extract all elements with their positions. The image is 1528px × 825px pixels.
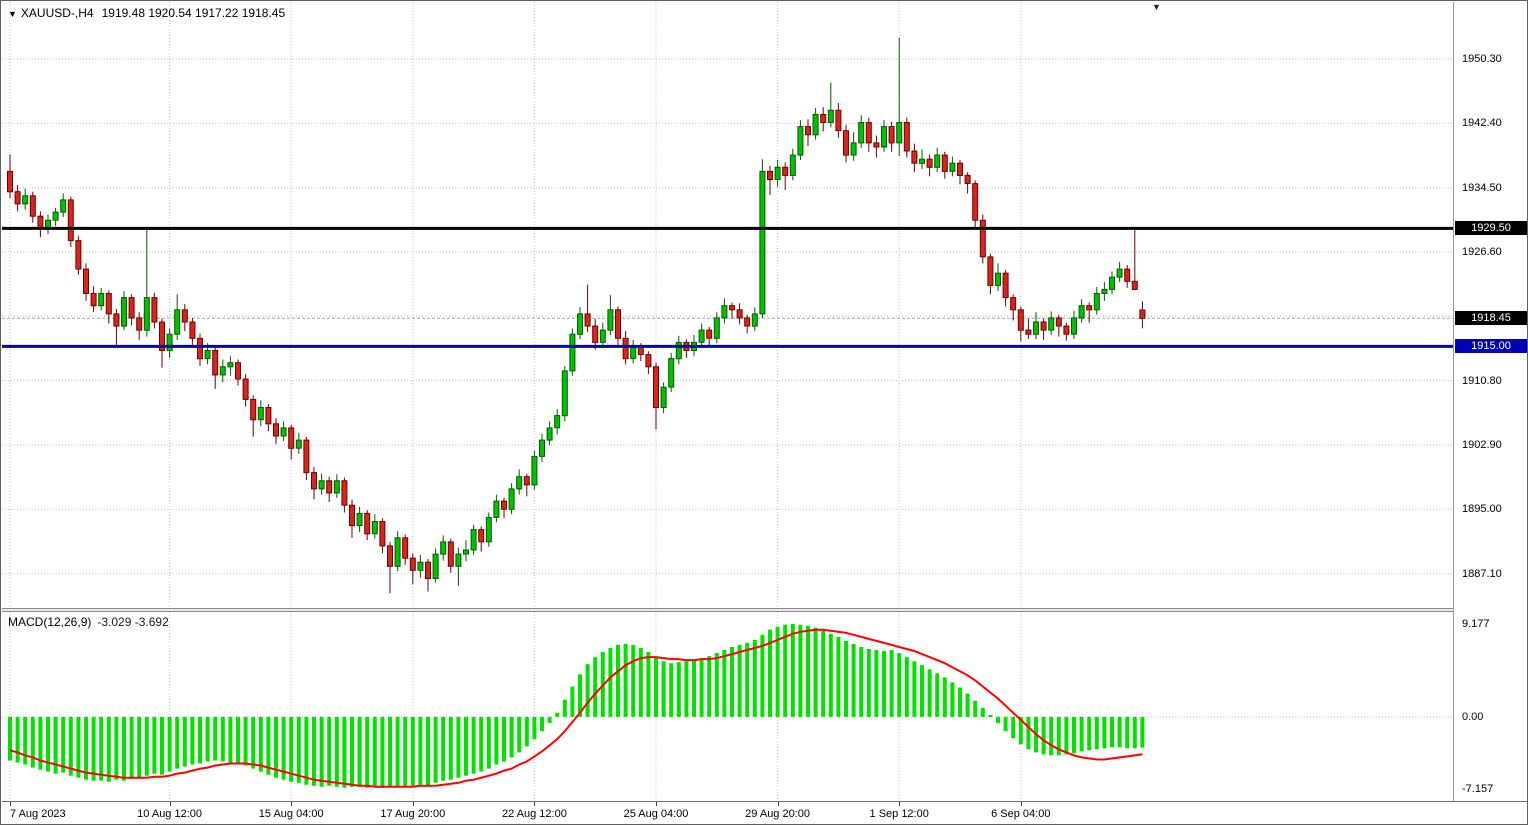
time-axis-label: 15 Aug 04:00: [258, 808, 324, 820]
macd-grid-lines: [2, 612, 1453, 801]
symbol-dropdown-icon[interactable]: ▼: [8, 9, 17, 19]
ohlc-values: 1919.48 1920.54 1917.22 1918.45: [101, 6, 286, 20]
price-axis-label: 1895.00: [1462, 503, 1502, 516]
macd-histogram: [8, 623, 1145, 788]
time-tick: [169, 802, 171, 806]
level-price-badge: 1915.00: [1455, 339, 1527, 354]
macd-axis-label: 0.00: [1462, 710, 1484, 723]
macd-values: -3.029 -3.692: [97, 615, 169, 629]
chart-shift-marker-icon[interactable]: ▼: [1152, 2, 1161, 12]
macd-axis-label: -7.157: [1462, 783, 1494, 796]
time-axis-label: 7 Aug 2023: [10, 808, 66, 820]
level-price-badge: 1929.50: [1455, 221, 1527, 236]
time-axis-label: 1 Sep 12:00: [869, 808, 929, 820]
candlestick-chart[interactable]: [2, 2, 1453, 607]
price-axis-label: 1910.80: [1462, 374, 1502, 387]
macd-indicator-panel[interactable]: MACD(12,26,9) -3.029 -3.692: [2, 612, 1453, 801]
time-axis-label: 17 Aug 20:00: [380, 808, 446, 820]
time-tick: [777, 802, 779, 806]
time-tick: [534, 802, 536, 806]
price-axis-label: 1902.90: [1462, 438, 1502, 451]
price-axis-label: 1950.30: [1462, 52, 1502, 65]
time-axis-label: 10 Aug 12:00: [137, 808, 203, 820]
time-tick: [656, 802, 657, 806]
macd-name: MACD(12,26,9): [8, 615, 92, 629]
macd-chart[interactable]: [2, 612, 1453, 801]
time-tick: [10, 802, 11, 806]
time-tick: [899, 802, 901, 806]
time-axis[interactable]: 7 Aug 2023 10 Aug 12:00 15 Aug 04:00 17 Aug…: [2, 801, 1527, 824]
panel-splitter[interactable]: [2, 608, 1453, 612]
symbol-ohlc-line: ▼ XAUUSD-,H4 1919.48 1920.54 1917.22 1918.…: [8, 6, 285, 20]
macd-signal-line: [9, 628, 1143, 788]
price-chart-panel[interactable]: ▼ XAUUSD-,H4 1919.48 1920.54 1917.22 1918.…: [2, 2, 1453, 608]
time-axis-label: 6 Sep 04:00: [991, 808, 1051, 820]
price-axis-label: 1934.50: [1462, 181, 1502, 194]
current-price-badge: 1918.45: [1455, 311, 1527, 326]
price-axis-label: 1926.60: [1462, 245, 1502, 258]
candlestick-series: [7, 37, 1146, 594]
time-axis-label: 25 Aug 04:00: [623, 808, 689, 820]
time-tick: [291, 802, 293, 806]
time-axis-label: 22 Aug 12:00: [501, 808, 567, 820]
price-axis-label: 1887.10: [1462, 567, 1502, 580]
price-axis-label: 1942.40: [1462, 117, 1502, 130]
time-axis-label: 29 Aug 20:00: [745, 808, 811, 820]
time-tick: [1020, 802, 1022, 806]
price-axis[interactable]: 1950.30 1942.40 1934.50 1926.60 1910.80 1902.…: [1453, 2, 1527, 801]
grid-lines: [2, 2, 1453, 607]
macd-label: MACD(12,26,9) -3.029 -3.692: [8, 615, 169, 629]
macd-axis-label: 9.177: [1462, 617, 1490, 630]
symbol-label: XAUUSD-,H4: [20, 6, 94, 20]
time-tick: [412, 802, 414, 806]
